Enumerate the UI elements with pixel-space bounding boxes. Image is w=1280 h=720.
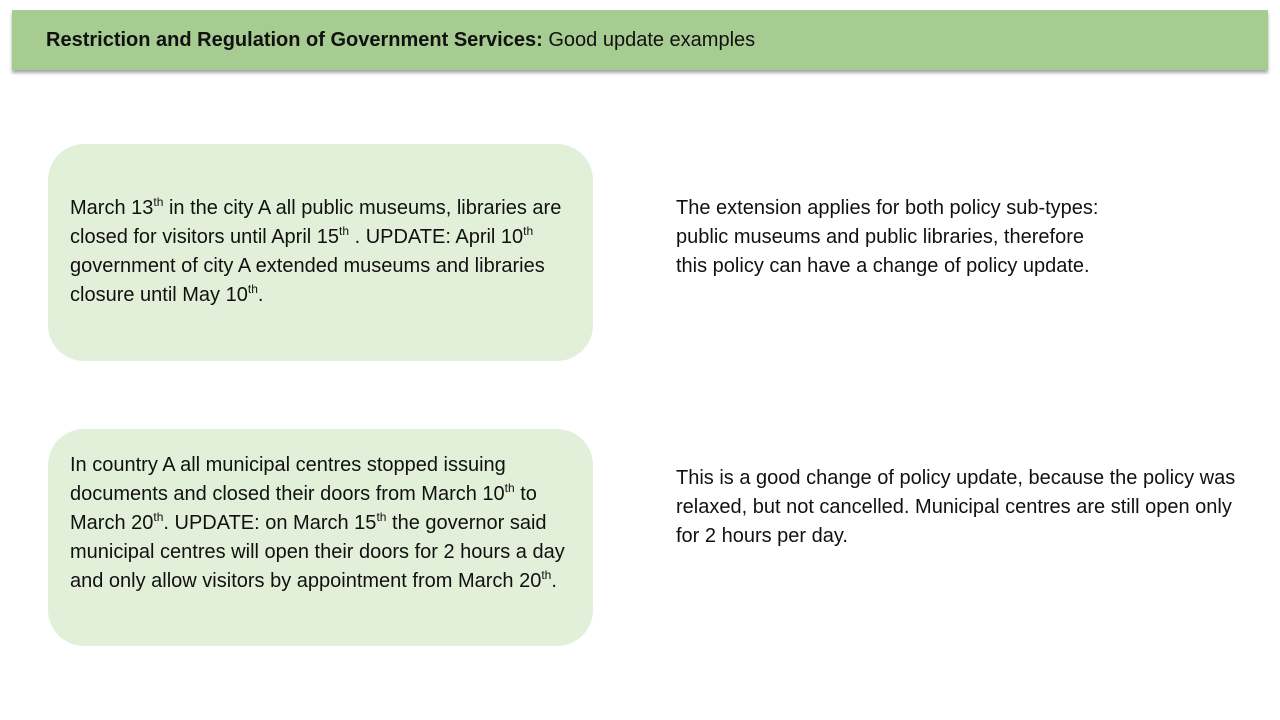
example-text: government of city A extended museums an… — [70, 255, 545, 306]
example-text: . UPDATE: April 10 — [349, 226, 524, 248]
example-text: to March 20 — [70, 483, 537, 534]
ordinal-suffix: th — [339, 224, 350, 238]
explanation-museums: The extension applies for both policy su… — [676, 197, 1099, 277]
example-text: . UPDATE: on March 15 — [163, 512, 377, 534]
ordinal-suffix: th — [247, 282, 258, 296]
example-text: March 13 — [70, 197, 154, 219]
ordinal-suffix: th — [376, 510, 387, 524]
ordinal-suffix: th — [504, 481, 515, 495]
slide-title: Restriction and Regulation of Government… — [46, 29, 755, 52]
example-text: . — [551, 570, 557, 592]
example-card-museums: March 13th in the city A all public muse… — [48, 144, 593, 361]
ordinal-suffix: th — [153, 510, 164, 524]
ordinal-suffix: th — [153, 195, 164, 209]
slide-title-bold: Restriction and Regulation of Government… — [46, 28, 543, 51]
ordinal-suffix: th — [523, 224, 534, 238]
slide-title-subtitle: Good update examples — [542, 28, 756, 51]
example-card-municipal-centres: In country A all municipal centres stopp… — [48, 429, 593, 646]
example-text: In country A all municipal centres stopp… — [70, 454, 506, 505]
explanation-municipal-centres: This is a good change of policy update, … — [676, 467, 1236, 547]
slide-title-bar: Restriction and Regulation of Government… — [12, 10, 1268, 70]
ordinal-suffix: th — [541, 568, 552, 582]
example-text: . — [257, 284, 264, 306]
example-text: the governor said municipal centres will… — [70, 512, 565, 592]
example-text: in the city A all public museums, librar… — [70, 197, 562, 248]
